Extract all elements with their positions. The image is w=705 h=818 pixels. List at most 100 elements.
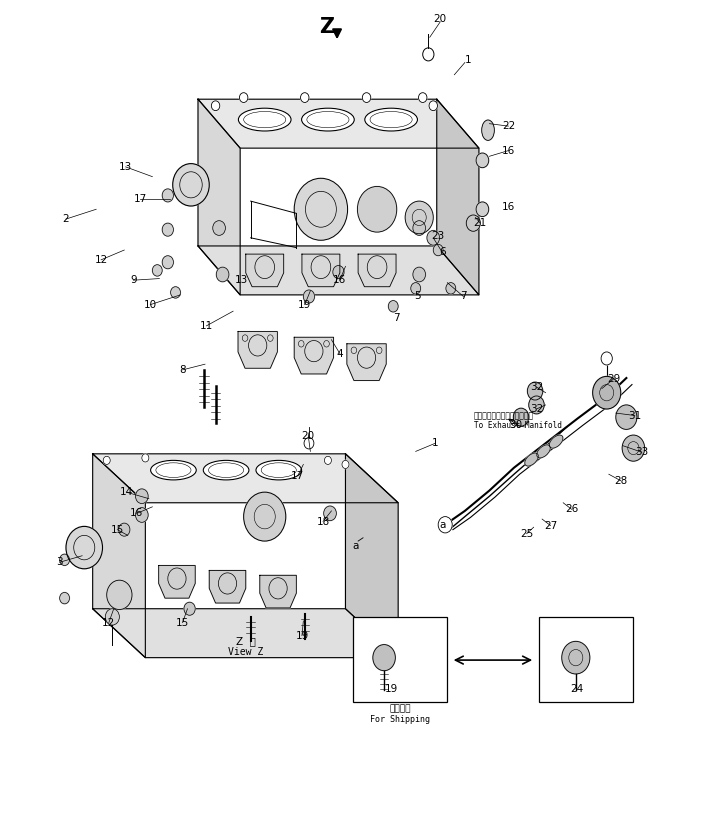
Circle shape [304,438,314,449]
Circle shape [593,376,620,409]
Circle shape [434,245,443,256]
Circle shape [427,231,440,245]
Text: 33: 33 [635,447,649,457]
Ellipse shape [302,108,354,131]
Text: 19: 19 [295,631,309,640]
Text: 20: 20 [302,431,315,441]
Circle shape [529,396,544,414]
Circle shape [135,508,148,523]
Ellipse shape [364,108,417,131]
Circle shape [333,266,344,279]
Text: 4: 4 [336,348,343,358]
Circle shape [405,201,434,234]
Text: a: a [352,541,360,551]
Polygon shape [159,565,195,598]
Text: 1: 1 [465,55,472,65]
Circle shape [142,454,149,462]
Polygon shape [198,99,240,294]
Text: エキゾーストマニホールドへ: エキゾーストマニホールドへ [474,411,534,420]
Ellipse shape [151,461,196,480]
Text: 32: 32 [530,404,543,414]
Circle shape [106,580,132,609]
Circle shape [162,189,173,202]
Circle shape [105,609,119,625]
Polygon shape [92,454,398,503]
Circle shape [324,456,331,465]
Text: 30: 30 [509,420,522,430]
Text: 7: 7 [460,291,467,302]
Bar [352,617,447,703]
Text: 12: 12 [102,618,116,627]
Circle shape [213,221,226,236]
Text: 23: 23 [431,231,445,241]
Circle shape [429,101,438,110]
Text: 17: 17 [291,471,305,481]
Text: View Z: View Z [228,647,264,657]
Text: 11: 11 [200,321,213,330]
Circle shape [513,408,529,426]
Text: 19: 19 [298,299,312,310]
Circle shape [357,187,397,232]
Text: 31: 31 [628,411,642,420]
Circle shape [294,178,348,240]
Circle shape [60,554,70,565]
Text: 26: 26 [565,504,578,515]
Text: 19: 19 [384,684,398,694]
Text: 9: 9 [130,275,137,285]
Text: Z  視: Z 視 [236,636,256,646]
Text: 20: 20 [434,15,447,25]
Circle shape [439,517,452,533]
Text: 8: 8 [179,365,186,375]
Circle shape [446,283,455,294]
Circle shape [60,592,70,604]
Text: 16: 16 [130,508,144,519]
Circle shape [103,456,110,465]
Circle shape [562,641,590,674]
Circle shape [476,153,489,168]
Polygon shape [198,246,479,294]
Text: 6: 6 [439,248,446,258]
Ellipse shape [256,461,302,480]
Circle shape [171,287,180,298]
Circle shape [423,48,434,61]
Polygon shape [92,609,398,658]
Text: 16: 16 [333,275,346,285]
Text: 13: 13 [119,162,133,172]
Text: 1: 1 [432,438,439,448]
Ellipse shape [537,445,551,458]
Circle shape [66,527,102,569]
Circle shape [413,221,426,236]
Polygon shape [260,575,296,608]
Circle shape [466,215,480,231]
Polygon shape [347,344,386,380]
Circle shape [216,267,229,282]
Circle shape [373,645,396,671]
Text: 27: 27 [544,520,557,531]
Polygon shape [302,254,340,287]
Circle shape [413,267,426,282]
Text: 15: 15 [176,618,189,627]
Circle shape [419,92,427,102]
Text: 7: 7 [393,312,399,322]
Text: 12: 12 [94,255,108,265]
Circle shape [162,223,173,236]
Text: 17: 17 [134,194,147,204]
Text: 14: 14 [120,488,133,497]
Circle shape [173,164,209,206]
Text: 29: 29 [607,374,620,384]
Circle shape [303,290,314,303]
Ellipse shape [549,435,563,448]
Text: 18: 18 [317,516,330,527]
Text: 16: 16 [502,202,515,212]
Polygon shape [437,99,479,294]
Polygon shape [209,570,246,603]
Text: 13: 13 [235,275,248,285]
Circle shape [162,256,173,269]
Circle shape [152,265,162,276]
Text: 22: 22 [502,121,515,131]
Circle shape [118,524,130,536]
Circle shape [240,92,248,102]
Ellipse shape [238,108,291,131]
Polygon shape [92,454,145,658]
Text: 15: 15 [111,524,124,535]
